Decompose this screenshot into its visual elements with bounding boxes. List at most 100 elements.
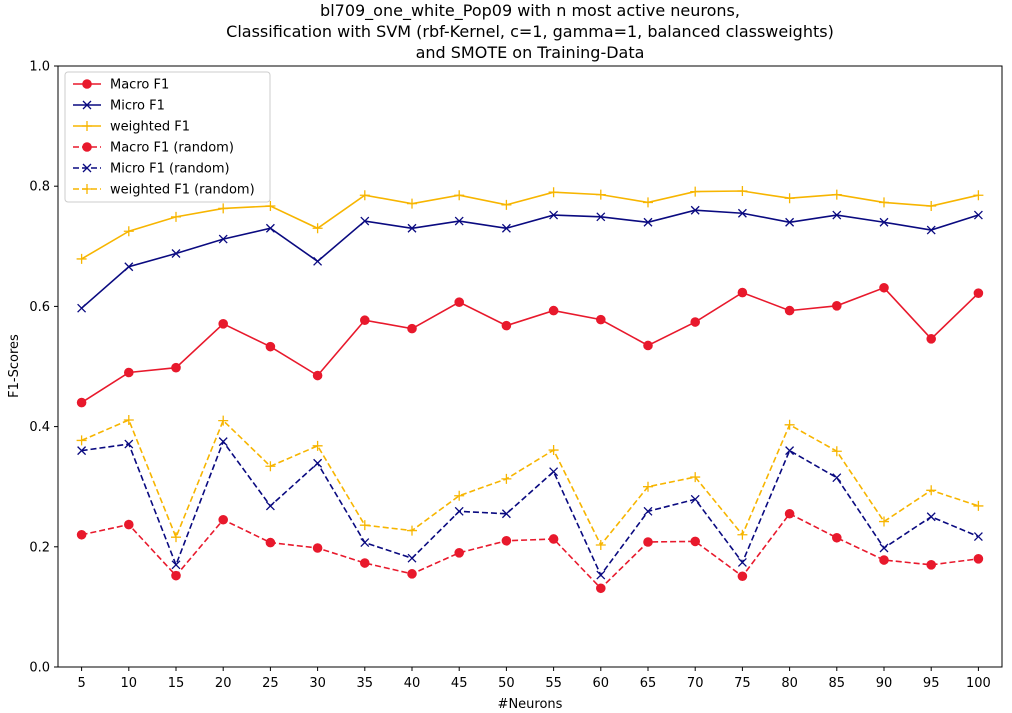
data-point	[501, 199, 512, 210]
data-point	[596, 314, 606, 325]
data-point	[312, 543, 323, 553]
data-point	[124, 262, 134, 272]
data-point	[76, 529, 87, 540]
legend-label: Micro F1 (random)	[110, 162, 230, 177]
x-tick-label: 45	[451, 676, 468, 691]
series-line	[81, 439, 979, 577]
data-point	[548, 187, 559, 198]
data-point	[77, 303, 87, 313]
data-point	[313, 256, 323, 266]
title-line-1: bl709_one_white_Pop09 with n most active…	[320, 1, 740, 21]
data-point	[596, 570, 606, 580]
data-point	[76, 435, 87, 446]
data-point	[643, 481, 653, 492]
data-point	[832, 300, 842, 311]
x-tick-label: 70	[687, 676, 704, 691]
data-point	[124, 519, 134, 530]
data-point	[643, 340, 653, 351]
y-tick-label: 0.4	[29, 420, 50, 435]
data-point	[124, 367, 134, 378]
data-point	[265, 201, 276, 212]
legend-marker	[82, 184, 92, 194]
data-point	[407, 553, 417, 563]
data-point	[832, 473, 842, 483]
legend-marker	[82, 163, 92, 173]
data-point	[501, 320, 512, 331]
data-point	[926, 485, 937, 496]
legend-entry: weighted F1 (random)	[73, 183, 255, 198]
data-point	[973, 288, 984, 298]
data-point	[124, 439, 134, 449]
series-line	[81, 418, 979, 547]
data-point	[265, 461, 276, 472]
x-tick-label: 10	[121, 676, 138, 691]
legend-entry: Macro F1	[73, 78, 169, 93]
series-1	[77, 205, 983, 313]
data-point	[831, 189, 842, 200]
x-tick-label: 15	[168, 676, 185, 691]
legend-entry: Micro F1	[73, 99, 165, 114]
data-point	[218, 234, 228, 244]
data-point	[973, 554, 984, 564]
series-line	[81, 512, 979, 590]
data-point	[737, 557, 747, 567]
x-tick-label: 90	[876, 676, 893, 691]
data-point	[784, 508, 795, 519]
data-point	[454, 490, 465, 501]
x-tick-label: 95	[923, 676, 940, 691]
y-axis: 0.0 0.2 0.4 0.6 0.8 1.0	[29, 60, 58, 676]
chart-title: bl709_one_white_Pop09 with n most active…	[226, 1, 834, 62]
data-point	[76, 397, 87, 408]
data-point	[265, 341, 276, 352]
legend-entry: Macro F1 (random)	[73, 141, 234, 156]
data-point	[643, 217, 653, 227]
data-point	[879, 543, 889, 553]
data-point	[690, 205, 700, 215]
x-tick-label: 5	[77, 676, 85, 691]
legend-label: Micro F1	[110, 99, 165, 114]
data-point	[454, 216, 464, 226]
data-point	[690, 494, 700, 504]
x-tick-label: 75	[734, 676, 751, 691]
data-point	[831, 446, 842, 457]
x-tick-label: 80	[781, 676, 798, 691]
legend-label: Macro F1 (random)	[110, 141, 234, 156]
legend: Macro F1 Micro F1 weighted F1 Macro F1 (ran…	[64, 71, 271, 203]
x-tick-label: 65	[640, 676, 657, 691]
data-point	[407, 569, 417, 579]
legend-label: weighted F1	[110, 120, 190, 135]
x-tick-label: 20	[215, 676, 232, 691]
legend-marker	[82, 121, 92, 131]
data-point	[123, 226, 134, 237]
data-point	[501, 535, 512, 546]
data-point	[171, 362, 181, 373]
data-point	[879, 555, 889, 565]
data-point	[548, 445, 559, 456]
legend-marker	[82, 100, 92, 110]
data-point	[973, 210, 983, 220]
data-point	[407, 223, 417, 233]
x-tick-label: 55	[545, 676, 562, 691]
data-point	[218, 437, 228, 447]
data-point	[595, 189, 606, 200]
y-tick-label: 0.8	[29, 180, 50, 195]
data-point	[690, 536, 701, 547]
data-point	[407, 323, 417, 334]
x-axis: 5 10 15 20 25 30 35 40 45 50 55 60 65 70 75 80 85 90 95 100	[77, 667, 991, 691]
data-point	[548, 305, 559, 316]
data-point	[549, 210, 559, 220]
data-point	[360, 216, 370, 226]
data-point	[76, 253, 87, 264]
data-point	[973, 532, 983, 542]
data-point	[879, 197, 889, 208]
data-point	[737, 571, 748, 582]
legend-marker	[82, 142, 92, 152]
data-point	[313, 458, 323, 468]
data-point	[926, 334, 937, 344]
data-point	[832, 210, 842, 220]
data-point	[595, 539, 606, 550]
series-3	[76, 508, 984, 594]
data-point	[360, 538, 370, 548]
data-point	[77, 446, 87, 456]
